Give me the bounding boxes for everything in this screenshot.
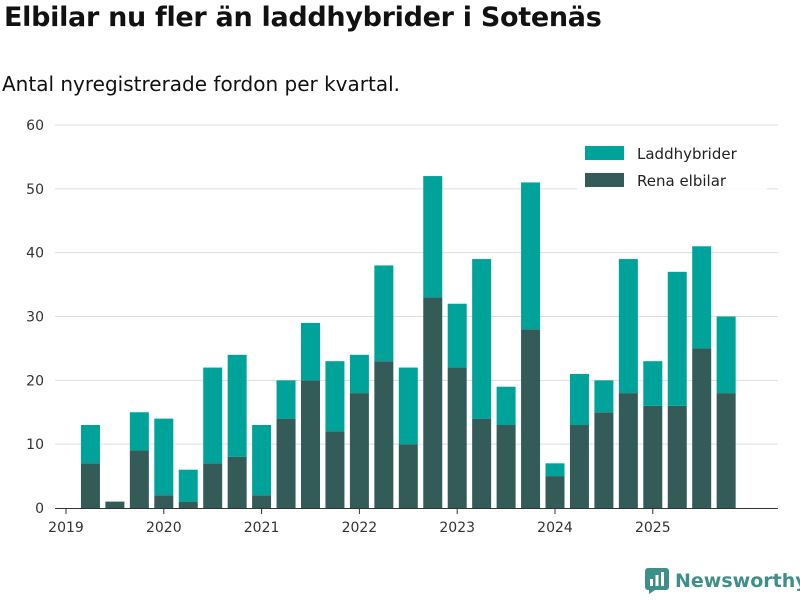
axes: 0 10 20 30 40 50 60 2019 2020 2021 2022 2023 2024 202… xyxy=(26,118,778,536)
bar-rena-elbilar-2022Q2 xyxy=(374,361,394,508)
bar-rena-elbilar-2021Q3 xyxy=(301,380,320,508)
bar-laddhybrider-2024Q1 xyxy=(545,463,565,477)
bar-laddhybrider-2023Q1 xyxy=(447,303,467,368)
chart-subtitle: Antal nyregistrerade fordon per kvartal. xyxy=(2,72,401,96)
bar-rena-elbilar-2023Q1 xyxy=(447,367,467,508)
x-tick-label: 2022 xyxy=(342,520,378,536)
bar-rena-elbilar-2025Q3 xyxy=(692,348,712,508)
bar-rena-elbilar-2025Q2 xyxy=(667,405,687,508)
bar-laddhybrider-2021Q1 xyxy=(252,425,272,496)
chart-title: Elbilar nu fler än laddhybrider i Sotenä… xyxy=(4,2,602,33)
bar-rena-elbilar-2023Q3 xyxy=(496,425,516,508)
bar-rena-elbilar-2022Q4 xyxy=(423,297,443,508)
bar-rena-elbilar-2021Q2 xyxy=(276,418,296,508)
bar-rena-elbilar-2022Q1 xyxy=(349,393,369,508)
bar-laddhybrider-2022Q1 xyxy=(349,354,369,394)
y-tick-label: 0 xyxy=(35,501,44,517)
bar-rena-elbilar-2024Q1 xyxy=(545,476,565,508)
bar-laddhybrider-2023Q3 xyxy=(496,386,516,426)
bar-rena-elbilar-2021Q4 xyxy=(325,431,345,508)
x-tick-label: 2021 xyxy=(244,520,280,536)
bar-laddhybrider-2021Q2 xyxy=(276,380,296,419)
bar-laddhybrider-2022Q3 xyxy=(398,367,418,445)
bar-rena-elbilar-2021Q1 xyxy=(252,495,272,508)
legend-label-laddhybrider: Laddhybrider xyxy=(637,145,738,163)
y-tick-label: 10 xyxy=(26,437,44,453)
bar-laddhybrider-2019Q2 xyxy=(80,425,100,464)
y-tick-label: 30 xyxy=(26,310,44,326)
brand-name: Newsworthy xyxy=(675,570,800,592)
bar-rena-elbilar-2020Q2 xyxy=(178,501,198,508)
bar-laddhybrider-2024Q3 xyxy=(594,380,614,413)
x-tick-label: 2020 xyxy=(146,520,182,536)
bar-laddhybrider-2025Q4 xyxy=(716,316,736,394)
x-tick-label: 2019 xyxy=(48,520,84,536)
bar-rena-elbilar-2020Q1 xyxy=(154,495,174,508)
bar-laddhybrider-2024Q2 xyxy=(569,373,589,426)
bar-laddhybrider-2023Q4 xyxy=(521,182,541,330)
legend-swatch-rena-elbilar xyxy=(585,173,624,187)
bar-rena-elbilar-2025Q1 xyxy=(643,405,663,508)
bar-laddhybrider-2021Q4 xyxy=(325,361,345,432)
bar-rena-elbilar-2019Q2 xyxy=(80,463,100,508)
x-tick-label: 2025 xyxy=(635,520,671,536)
bar-rena-elbilar-2023Q4 xyxy=(521,329,541,508)
bar-rena-elbilar-2019Q3 xyxy=(105,501,125,508)
bar-rena-elbilar-2025Q4 xyxy=(716,393,736,508)
bar-laddhybrider-2022Q4 xyxy=(423,176,443,298)
bar-rena-elbilar-2024Q3 xyxy=(594,412,614,508)
bar-rena-elbilar-2020Q3 xyxy=(203,463,223,508)
bar-laddhybrider-2025Q2 xyxy=(667,271,687,406)
newsworthy-logo: Newsworthy xyxy=(645,568,800,594)
newsworthy-icon xyxy=(645,568,669,594)
bar-rena-elbilar-2020Q4 xyxy=(227,456,247,508)
bar-laddhybrider-2024Q4 xyxy=(618,259,638,394)
legend-label-rena-elbilar: Rena elbilar xyxy=(637,172,727,190)
bars xyxy=(80,176,736,508)
bar-rena-elbilar-2023Q2 xyxy=(472,418,492,508)
bar-laddhybrider-2020Q4 xyxy=(227,354,247,457)
bar-laddhybrider-2020Q2 xyxy=(178,469,198,502)
legend: Laddhybrider Rena elbilar xyxy=(577,140,767,196)
bar-rena-elbilar-2022Q3 xyxy=(398,444,418,508)
y-tick-label: 60 xyxy=(26,118,44,134)
bar-laddhybrider-2023Q2 xyxy=(472,259,492,419)
y-tick-label: 20 xyxy=(26,373,44,389)
bar-laddhybrider-2019Q4 xyxy=(129,412,149,451)
bar-rena-elbilar-2024Q2 xyxy=(569,425,589,508)
bar-laddhybrider-2022Q2 xyxy=(374,265,394,362)
legend-swatch-laddhybrider xyxy=(585,146,624,160)
bar-laddhybrider-2020Q1 xyxy=(154,418,174,496)
bar-laddhybrider-2025Q3 xyxy=(692,246,712,349)
bar-laddhybrider-2020Q3 xyxy=(203,367,223,464)
y-tick-label: 50 xyxy=(26,182,44,198)
x-tick-label: 2023 xyxy=(439,520,475,536)
bar-laddhybrider-2021Q3 xyxy=(301,322,320,381)
bar-rena-elbilar-2024Q4 xyxy=(618,393,638,508)
y-tick-label: 40 xyxy=(26,246,44,262)
bar-laddhybrider-2025Q1 xyxy=(643,361,663,406)
x-tick-label: 2024 xyxy=(537,520,573,536)
bar-rena-elbilar-2019Q4 xyxy=(129,450,149,508)
